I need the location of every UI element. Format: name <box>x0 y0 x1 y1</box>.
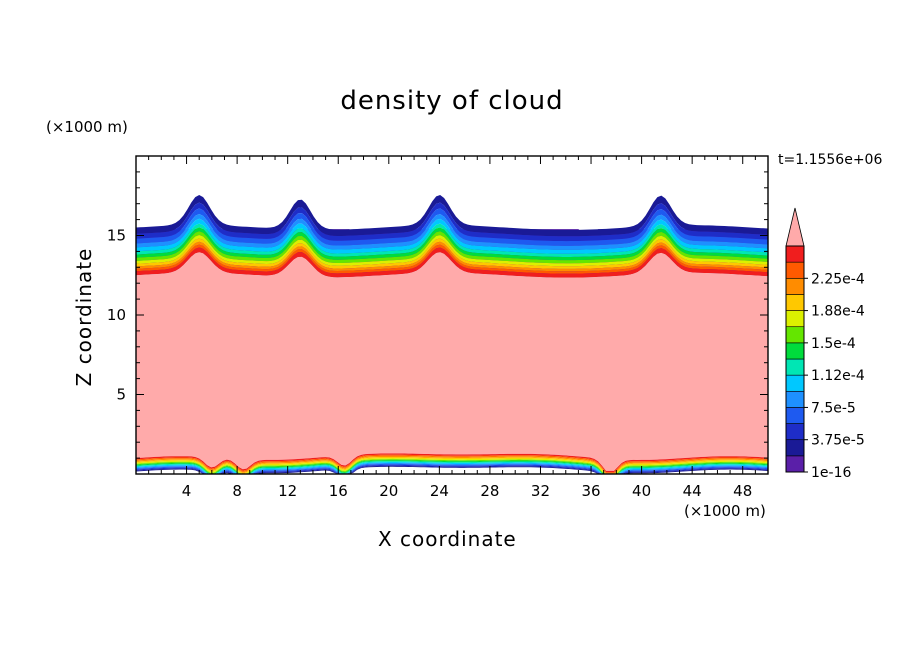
x-tick-label: 44 <box>683 482 702 500</box>
y-tick-label: 10 <box>107 306 126 324</box>
x-tick-label: 40 <box>632 482 651 500</box>
lower-contour-band <box>136 465 768 474</box>
x-tick-label: 20 <box>379 482 398 500</box>
time-label: t=1.1556e+06 <box>778 152 883 168</box>
x-tick-label: 32 <box>531 482 550 500</box>
x-tick-label: 24 <box>430 482 449 500</box>
upper-contour-band <box>136 235 768 267</box>
upper-contour-band <box>136 231 768 264</box>
colorbar-swatch <box>785 374 805 392</box>
colorbar-over-arrow <box>785 207 805 247</box>
colorbar-swatch <box>785 439 805 457</box>
colorbar-label: 1e-16 <box>811 465 851 481</box>
upper-contour-band <box>136 208 768 246</box>
colorbar-swatch <box>785 310 805 328</box>
colorbar-swatch <box>785 358 805 376</box>
x-axis-label: X coordinate <box>378 527 517 551</box>
colorbar-swatch <box>785 245 805 263</box>
upper-contour-band <box>136 247 768 278</box>
x-tick-label: 48 <box>733 482 752 500</box>
y-unit-label: (×1000 m) <box>46 118 128 136</box>
colorbar-swatch <box>785 390 805 408</box>
y-tick-label: 5 <box>116 386 126 404</box>
upper-contour-band <box>136 238 768 269</box>
colorbar-label: 2.25e-4 <box>811 271 865 287</box>
colorbar-swatch <box>785 326 805 344</box>
upper-contour-band <box>136 202 768 242</box>
upper-contour-band <box>136 214 768 250</box>
colorbar-label: 1.5e-4 <box>811 336 856 352</box>
saturated-region <box>136 252 768 471</box>
colorbar-label: 1.88e-4 <box>811 304 865 320</box>
lower-contour-band <box>136 464 768 474</box>
x-tick-label: 28 <box>480 482 499 500</box>
upper-contour-band <box>136 194 768 237</box>
upper-contour-band <box>136 218 768 254</box>
colorbar-label: 7.5e-5 <box>811 400 856 416</box>
x-unit-label: (×1000 m) <box>684 502 766 520</box>
colorbar-swatch <box>785 407 805 424</box>
x-tick-label: 8 <box>232 482 242 500</box>
colorbar-swatch <box>785 277 805 295</box>
y-tick-label: 15 <box>107 227 126 245</box>
upper-contour-band <box>136 223 768 257</box>
colorbar-swatch <box>785 455 805 473</box>
colorbar-frame <box>785 245 805 473</box>
colorbar-label: 1.12e-4 <box>811 368 865 384</box>
colorbar-swatch <box>785 423 805 441</box>
chart-title: density of cloud <box>340 86 564 116</box>
x-tick-label: 16 <box>329 482 348 500</box>
upper-contour-band <box>136 227 768 261</box>
colorbar-swatch <box>785 294 805 311</box>
x-tick-label: 4 <box>182 482 192 500</box>
colorbar-swatch <box>785 342 805 360</box>
colorbar-swatch <box>785 261 805 279</box>
colorbar-label: 3.75e-5 <box>811 433 865 449</box>
x-tick-label: 36 <box>581 482 600 500</box>
x-tick-label: 12 <box>278 482 297 500</box>
